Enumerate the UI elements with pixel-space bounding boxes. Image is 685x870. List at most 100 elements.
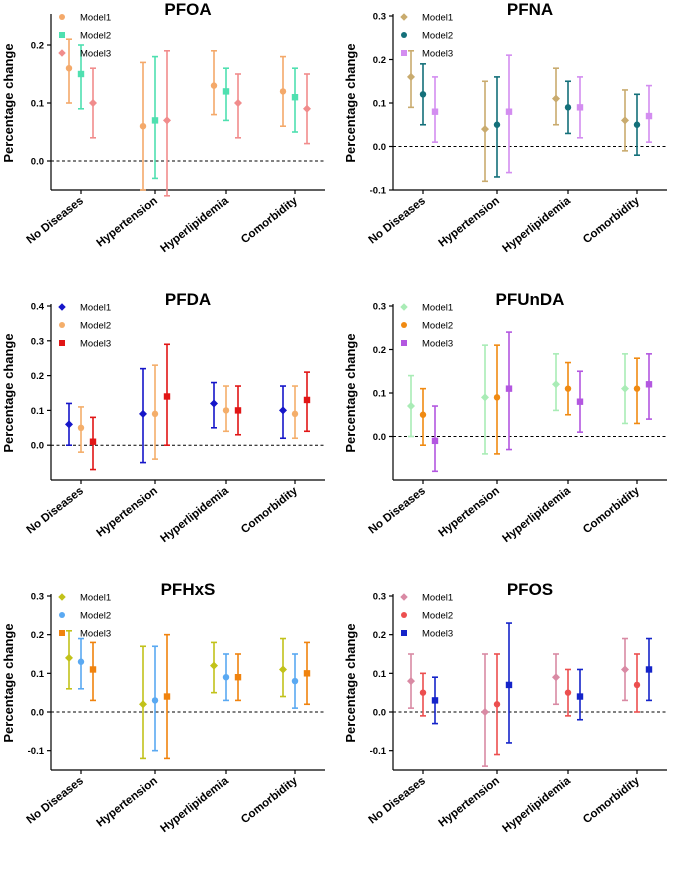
y-tick-label: 0.3 bbox=[373, 592, 386, 603]
legend: Model1 Model2 Model3 bbox=[58, 303, 111, 350]
data-point bbox=[419, 689, 427, 696]
chart-title: PFUnDA bbox=[496, 290, 565, 309]
chart-panel-pfda: PFDA Percentage change 0.0 0.1 0.2 0.3 0.4 No D… bbox=[0, 290, 342, 580]
data-point bbox=[89, 666, 97, 673]
data-point bbox=[77, 70, 85, 78]
series-model1 bbox=[65, 629, 287, 760]
data-point bbox=[303, 104, 311, 113]
y-tick-label: 0.0 bbox=[31, 708, 44, 719]
chart-panel-pfhxs: PFHxS Percentage change -0.1 0.0 0.1 0.2 0.3 No… bbox=[0, 580, 342, 870]
data-point bbox=[291, 410, 299, 418]
y-tick-label: 0.0 bbox=[31, 157, 44, 168]
data-point bbox=[291, 94, 299, 101]
legend-label-model1: Model1 bbox=[80, 593, 111, 604]
y-tick-label: -0.1 bbox=[28, 746, 45, 757]
series-model2 bbox=[419, 344, 641, 455]
data-point bbox=[222, 407, 230, 414]
legend-label-model2: Model2 bbox=[422, 611, 453, 622]
x-category-label-hyperlipidemia: Hyperlipidemia bbox=[158, 775, 231, 836]
legend: Model1 Model2 Model3 bbox=[400, 303, 453, 350]
y-tick-label: 0.2 bbox=[31, 371, 44, 382]
x-category-label-no-diseases: No Diseases bbox=[25, 195, 86, 247]
data-point bbox=[303, 396, 311, 404]
data-point bbox=[139, 700, 147, 709]
data-point bbox=[633, 681, 641, 689]
data-point bbox=[633, 385, 641, 392]
y-tick-label: 0.0 bbox=[31, 441, 44, 452]
data-point bbox=[419, 411, 427, 418]
x-category-label-hyperlipidemia: Hyperlipidemia bbox=[500, 775, 573, 836]
data-point bbox=[407, 402, 415, 411]
legend-label-model3: Model3 bbox=[80, 339, 111, 350]
data-point bbox=[279, 665, 287, 674]
data-point bbox=[552, 380, 560, 389]
y-axis-label: Percentage change bbox=[1, 333, 16, 452]
x-category-label-comorbidity: Comorbidity bbox=[581, 485, 642, 537]
chart-title: PFHxS bbox=[161, 580, 216, 599]
data-point bbox=[234, 99, 242, 107]
data-point bbox=[621, 116, 629, 125]
series-model3 bbox=[89, 633, 311, 760]
y-tick-label: 0.2 bbox=[373, 55, 386, 66]
chart-svg: PFNA Percentage change -0.1 0.0 0.1 0.2 0.3 No … bbox=[343, 0, 667, 255]
data-point bbox=[210, 82, 218, 89]
y-axis-label: Percentage change bbox=[343, 623, 358, 742]
series-model3 bbox=[431, 622, 653, 744]
chart-panel-pfunda: PFUnDA Percentage change 0.0 0.1 0.2 0.3 No Di… bbox=[342, 290, 684, 580]
x-category-label-comorbidity: Comorbidity bbox=[581, 775, 642, 827]
data-point bbox=[210, 399, 218, 408]
legend: Model1 Model2 Model3 bbox=[58, 13, 111, 60]
y-tick-label: 0.3 bbox=[31, 336, 44, 347]
y-tick-label: 0.0 bbox=[373, 142, 386, 153]
chart-svg: PFUnDA Percentage change 0.0 0.1 0.2 0.3 No Di… bbox=[343, 290, 667, 545]
x-category-label-hyperlipidemia: Hyperlipidemia bbox=[158, 485, 231, 546]
y-axis-label: Percentage change bbox=[1, 43, 16, 162]
x-category-label-no-diseases: No Diseases bbox=[367, 485, 428, 537]
chart-title: PFDA bbox=[165, 290, 211, 309]
y-tick-label: 0.1 bbox=[31, 406, 45, 417]
series-model3 bbox=[89, 343, 311, 471]
y-tick-label: 0.0 bbox=[373, 432, 386, 443]
y-tick-label: 0.4 bbox=[31, 302, 45, 313]
legend: Model1 Model2 Model3 bbox=[400, 593, 453, 640]
data-point bbox=[431, 697, 439, 704]
data-point bbox=[139, 409, 147, 418]
y-tick-label: 0.3 bbox=[31, 592, 44, 603]
x-category-label-hypertension: Hypertension bbox=[95, 775, 160, 830]
y-axis-label: Percentage change bbox=[343, 333, 358, 452]
legend-marker-model1 bbox=[58, 303, 66, 311]
series-model1 bbox=[407, 344, 629, 455]
legend-label-model3: Model3 bbox=[80, 629, 111, 640]
data-point bbox=[279, 406, 287, 415]
series-model3 bbox=[431, 331, 653, 473]
data-point bbox=[222, 674, 230, 681]
x-category-label-no-diseases: No Diseases bbox=[25, 775, 86, 827]
data-point bbox=[493, 394, 501, 401]
data-point bbox=[564, 689, 572, 696]
legend-marker-model2 bbox=[401, 322, 407, 328]
y-tick-label: 0.2 bbox=[373, 630, 386, 641]
data-point bbox=[151, 410, 159, 418]
y-tick-label: 0.2 bbox=[373, 345, 386, 356]
series-model2 bbox=[419, 63, 641, 178]
legend-marker-model1 bbox=[400, 13, 408, 21]
legend: Model1 Model2 Model3 bbox=[58, 593, 111, 640]
legend-label-model3: Model3 bbox=[422, 339, 453, 350]
data-point bbox=[481, 393, 489, 402]
legend-marker-model2 bbox=[401, 32, 407, 38]
chart-title: PFOS bbox=[507, 580, 553, 599]
data-point bbox=[621, 384, 629, 393]
data-point bbox=[151, 117, 159, 124]
data-point bbox=[65, 65, 73, 72]
data-point bbox=[65, 653, 73, 662]
data-point bbox=[431, 437, 439, 445]
legend-marker-model3 bbox=[401, 50, 407, 56]
legend-label-model2: Model2 bbox=[80, 611, 111, 622]
data-point bbox=[163, 393, 171, 400]
legend-label-model2: Model2 bbox=[80, 321, 111, 332]
y-tick-label: 0.1 bbox=[373, 389, 387, 400]
legend-label-model2: Model2 bbox=[80, 31, 111, 42]
data-point bbox=[481, 708, 489, 716]
data-point bbox=[163, 693, 171, 700]
y-tick-label: 0.1 bbox=[31, 99, 45, 110]
